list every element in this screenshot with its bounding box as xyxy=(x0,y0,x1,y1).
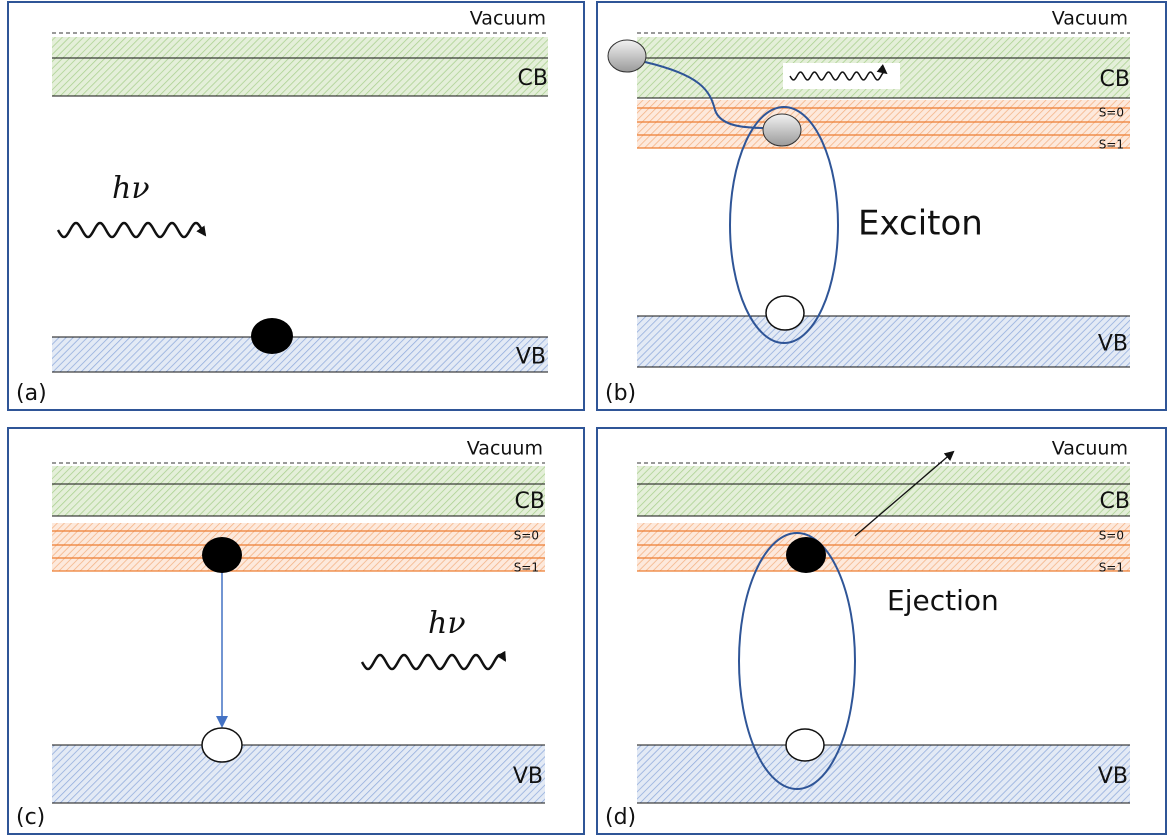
exciton xyxy=(738,532,856,790)
vb-label: VB xyxy=(513,764,543,789)
vb-label: VB xyxy=(1098,332,1128,357)
panel: Vacuum CB S=0 S=1 VB (c) hν xyxy=(7,427,585,835)
photon-label: hν xyxy=(112,171,150,206)
vb-label: VB xyxy=(516,345,546,370)
panel: Vacuum CB S=0 S=1 VB (d) xyxy=(596,427,1167,835)
exciton xyxy=(729,106,839,344)
panel-border xyxy=(596,427,1167,835)
electron xyxy=(202,537,242,573)
panel-label: (a) xyxy=(16,381,47,406)
photon-wave xyxy=(789,63,888,81)
cb-label: CB xyxy=(515,489,545,514)
panel-label: (b) xyxy=(605,381,636,406)
wave-box xyxy=(783,63,900,89)
exciton-band xyxy=(637,523,1130,571)
electron xyxy=(786,537,826,573)
hole xyxy=(785,728,825,762)
conduction-band xyxy=(52,466,545,516)
conduction-band xyxy=(52,37,548,96)
vacuum-label: Vacuum xyxy=(1052,438,1128,460)
s0-label: S=0 xyxy=(1099,529,1124,543)
valence-band xyxy=(637,316,1130,367)
panel-label: (d) xyxy=(605,805,636,830)
s1-label: S=1 xyxy=(1099,138,1124,152)
photon-label: hν xyxy=(428,606,466,641)
vacuum-label: Vacuum xyxy=(467,438,543,460)
ejection-arrow xyxy=(854,450,955,537)
vb-label: VB xyxy=(1098,764,1128,789)
panel-border xyxy=(596,1,1167,411)
hole xyxy=(201,727,243,763)
hole xyxy=(765,295,805,331)
vacuum-label: Vacuum xyxy=(470,8,546,30)
valence-band xyxy=(52,745,545,803)
annotation: Ejection xyxy=(887,584,999,617)
electron xyxy=(762,113,802,147)
exciton-band xyxy=(637,100,1130,148)
valence-band xyxy=(637,745,1130,803)
photon-wave xyxy=(56,221,207,239)
s1-label: S=1 xyxy=(1099,561,1124,575)
hot-electron xyxy=(607,39,647,73)
trajectory xyxy=(644,61,766,129)
electron xyxy=(251,318,293,354)
photon-wave xyxy=(360,650,507,671)
s1-label: S=1 xyxy=(514,561,539,575)
exciton-band xyxy=(52,523,545,571)
s0-label: S=0 xyxy=(514,529,539,543)
valence-band xyxy=(52,337,548,372)
panel-border xyxy=(7,427,585,835)
cb-label: CB xyxy=(1100,67,1130,92)
panel-label: (c) xyxy=(16,805,45,830)
s0-label: S=0 xyxy=(1099,106,1124,120)
vacuum-label: Vacuum xyxy=(1052,8,1128,30)
conduction-band xyxy=(637,466,1130,516)
panel: Vacuum CB VB (a) hν xyxy=(7,1,585,411)
cb-label: CB xyxy=(1100,489,1130,514)
cb-label: CB xyxy=(518,66,548,91)
annotation: Exciton xyxy=(858,204,983,244)
panel-border xyxy=(7,1,585,411)
